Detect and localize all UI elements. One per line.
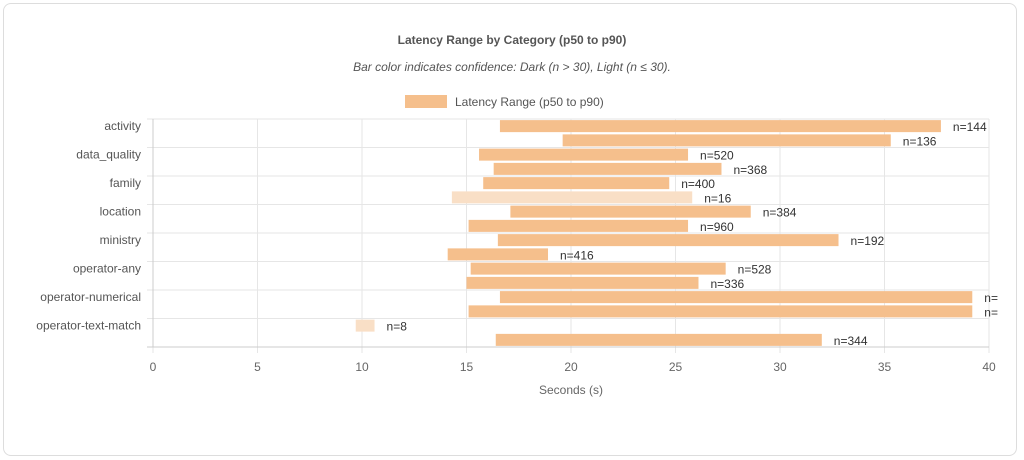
bar-count-label: n=192 [851,234,885,248]
x-tick-label: 5 [254,360,261,374]
range-bar [479,148,689,161]
bar-count-label: n=344 [834,334,868,348]
bar-count-label: n=136 [903,134,937,148]
bar-count-label: n=16 [704,191,731,205]
bar-count-label: n=416 [560,248,594,262]
range-bar [466,276,699,289]
y-tick-label: activity [104,119,141,133]
bar-count-label: n= [984,305,998,319]
y-tick-label: location [100,205,141,219]
chart-subtitle: Bar color indicates confidence: Dark (n … [353,60,671,74]
x-axis-title: Seconds (s) [539,383,603,397]
range-bar [470,262,726,275]
legend-label[interactable]: Latency Range (p50 to p90) [455,95,604,109]
x-tick-label: 10 [355,360,369,374]
bar-count-label: n=144 [953,120,987,134]
bar-count-label: n=520 [700,149,734,163]
range-bar [468,219,689,232]
y-tick-label: operator-text-match [36,319,141,333]
bar-count-label: n= [984,291,998,305]
range-bar [493,162,722,175]
range-bar [499,120,941,133]
range-bar [510,205,751,218]
range-bar [468,305,973,318]
bar-count-label: n=384 [763,206,797,220]
bar-count-label: n=528 [738,263,772,277]
bar-count-label: n=8 [387,320,408,334]
range-bar [495,333,822,346]
x-tick-label: 25 [669,360,683,374]
x-tick-label: 15 [460,360,474,374]
range-bar [497,234,839,247]
bar-count-label: n=400 [681,177,715,191]
x-tick-label: 20 [564,360,578,374]
bar-count-label: n=960 [700,220,734,234]
y-tick-label: data_quality [76,148,141,162]
range-bar [447,248,549,261]
range-bar [355,319,375,332]
legend-swatch[interactable] [405,95,447,108]
x-tick-label: 35 [878,360,892,374]
y-tick-label: ministry [100,233,141,247]
y-tick-label: operator-numerical [40,290,141,304]
y-tick-label: operator-any [73,262,141,276]
chart-title: Latency Range by Category (p50 to p90) [398,33,627,47]
range-bar [483,177,670,190]
bar-count-label: n=368 [733,163,767,177]
bar-count-label: n=336 [710,277,744,291]
y-tick-label: family [110,176,141,190]
range-bar [499,291,973,304]
x-tick-label: 40 [982,360,996,374]
range-bar [562,134,891,147]
x-tick-label: 0 [150,360,157,374]
range-bar [451,191,693,204]
x-tick-label: 30 [773,360,787,374]
